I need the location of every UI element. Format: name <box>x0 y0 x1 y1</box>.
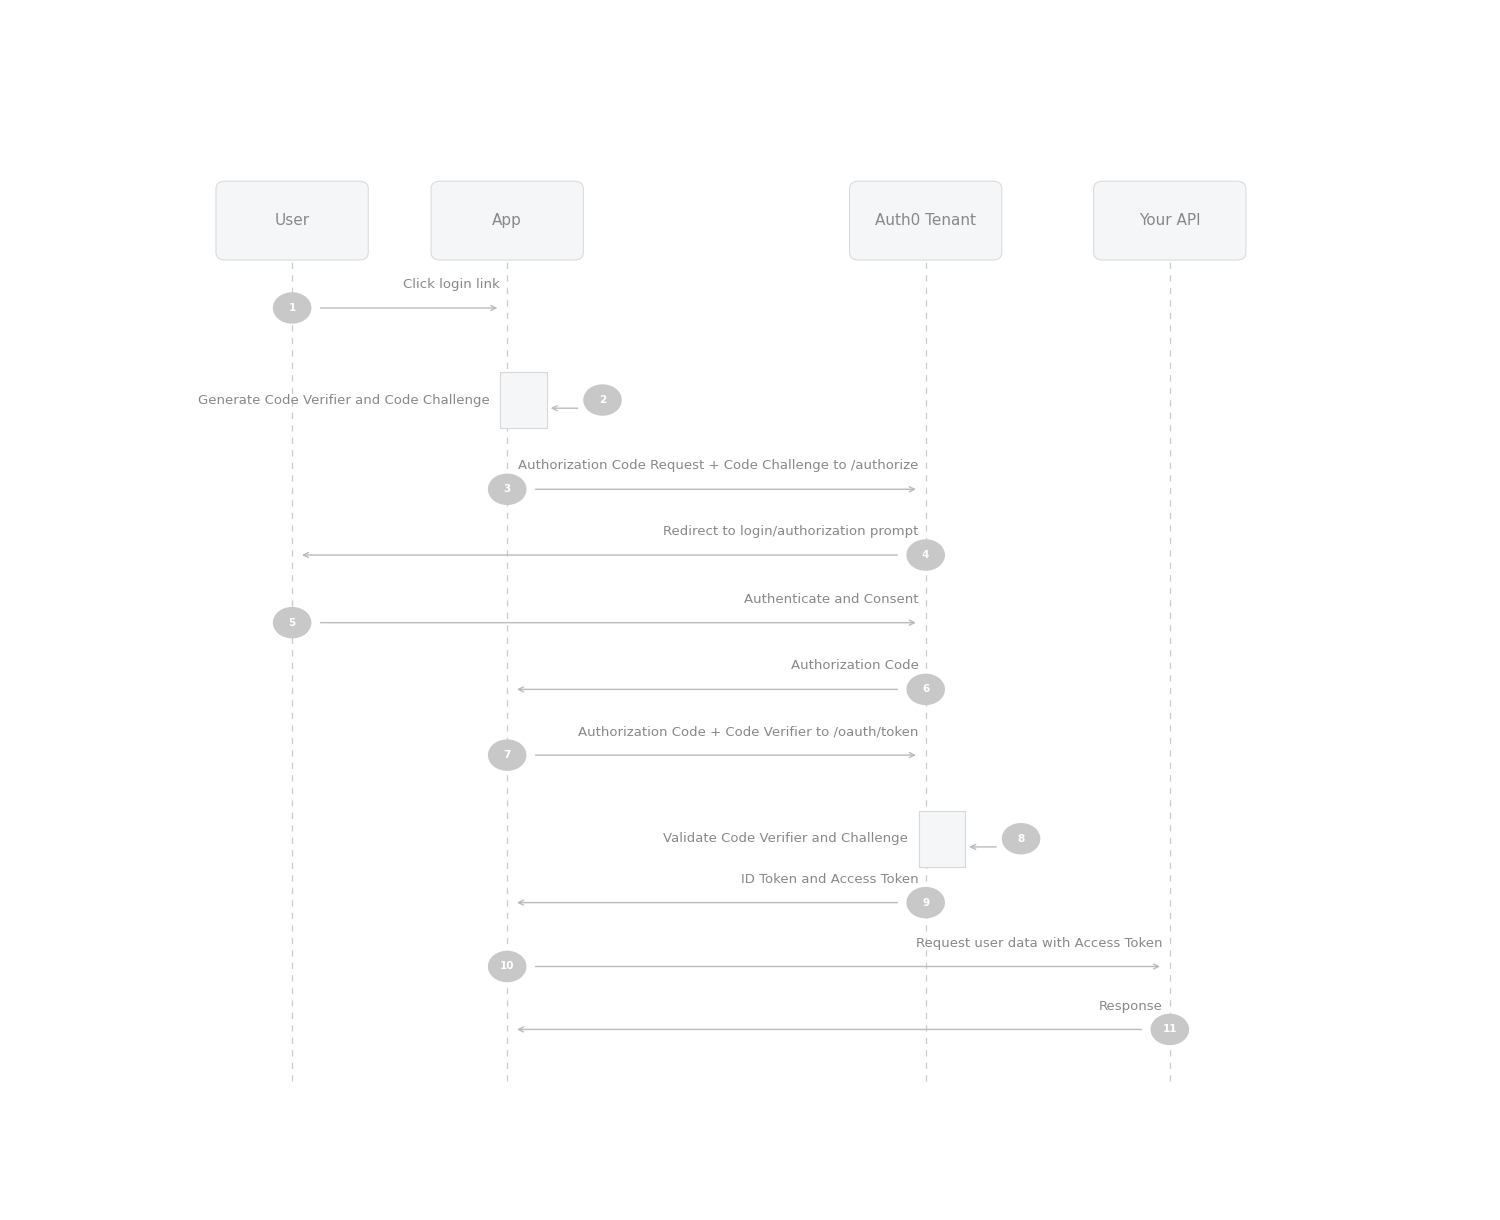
Circle shape <box>584 386 621 415</box>
Text: User: User <box>274 214 309 228</box>
Text: 3: 3 <box>504 484 512 494</box>
FancyBboxPatch shape <box>849 181 1002 260</box>
Text: Response: Response <box>1100 999 1162 1013</box>
Circle shape <box>489 952 526 982</box>
Circle shape <box>908 540 945 570</box>
FancyBboxPatch shape <box>918 810 964 867</box>
Circle shape <box>489 475 526 504</box>
FancyBboxPatch shape <box>1094 181 1246 260</box>
Circle shape <box>908 675 945 704</box>
Text: Authorization Code + Code Verifier to /oauth/token: Authorization Code + Code Verifier to /o… <box>579 725 918 738</box>
FancyBboxPatch shape <box>216 181 369 260</box>
Text: 10: 10 <box>500 961 514 971</box>
Text: 1: 1 <box>288 303 296 314</box>
Text: 11: 11 <box>1162 1025 1178 1035</box>
Text: 6: 6 <box>922 684 930 694</box>
Text: App: App <box>492 214 522 228</box>
FancyBboxPatch shape <box>500 372 546 428</box>
Text: Generate Code Verifier and Code Challenge: Generate Code Verifier and Code Challeng… <box>198 394 489 406</box>
Text: Authorization Code: Authorization Code <box>790 660 918 672</box>
Text: 8: 8 <box>1017 833 1025 844</box>
Text: Authorization Code Request + Code Challenge to /authorize: Authorization Code Request + Code Challe… <box>519 460 918 472</box>
Text: Request user data with Access Token: Request user data with Access Token <box>916 937 1162 949</box>
Text: Redirect to login/authorization prompt: Redirect to login/authorization prompt <box>663 525 918 538</box>
Circle shape <box>273 608 310 638</box>
Circle shape <box>1002 824 1040 854</box>
Circle shape <box>489 741 526 770</box>
Text: Authenticate and Consent: Authenticate and Consent <box>744 593 918 606</box>
Circle shape <box>273 293 310 323</box>
Text: 7: 7 <box>504 750 512 760</box>
Text: 4: 4 <box>922 550 930 560</box>
Text: Click login link: Click login link <box>404 278 500 292</box>
Text: 2: 2 <box>598 395 606 405</box>
Text: 9: 9 <box>922 898 928 908</box>
Text: ID Token and Access Token: ID Token and Access Token <box>741 872 918 886</box>
Circle shape <box>1150 1014 1188 1044</box>
Circle shape <box>908 888 945 917</box>
Text: Auth0 Tenant: Auth0 Tenant <box>874 214 977 228</box>
Text: Validate Code Verifier and Challenge: Validate Code Verifier and Challenge <box>663 832 908 845</box>
Text: 5: 5 <box>288 617 296 627</box>
FancyBboxPatch shape <box>430 181 584 260</box>
Text: Your API: Your API <box>1138 214 1200 228</box>
